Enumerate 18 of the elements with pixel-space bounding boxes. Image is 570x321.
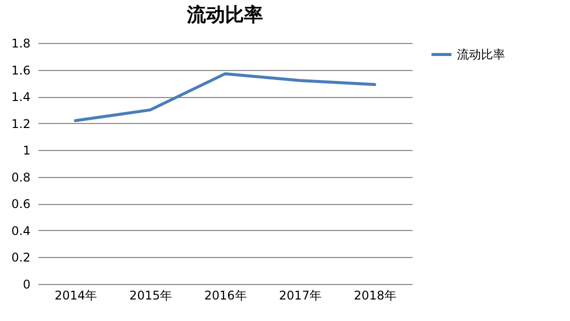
y-tick-label: 1.4 (11, 90, 30, 104)
y-tick-label: 0.6 (11, 197, 30, 212)
x-tick-label: 2015年 (129, 288, 172, 302)
y-tick-label: 1 (22, 144, 30, 158)
y-tick-label: 0.2 (11, 250, 30, 265)
chart-title: 流动比率 (186, 4, 263, 26)
x-tick-label: 2014年 (54, 288, 98, 302)
x-tick-label: 2017年 (279, 288, 322, 302)
y-tick-label: 1.6 (11, 63, 30, 78)
x-tick-label: 2018年 (354, 288, 396, 302)
line-series (74, 72, 376, 122)
y-tick-label: 0.4 (11, 224, 30, 238)
legend-label: 流动比率 (457, 48, 505, 62)
x-tick-label: 2016年 (204, 288, 247, 302)
y-tick-label: 0 (22, 278, 30, 292)
y-tick-label: 1.8 (11, 36, 30, 50)
y-tick-label: 0.8 (11, 170, 30, 184)
y-tick-label: 1.2 (11, 116, 30, 131)
